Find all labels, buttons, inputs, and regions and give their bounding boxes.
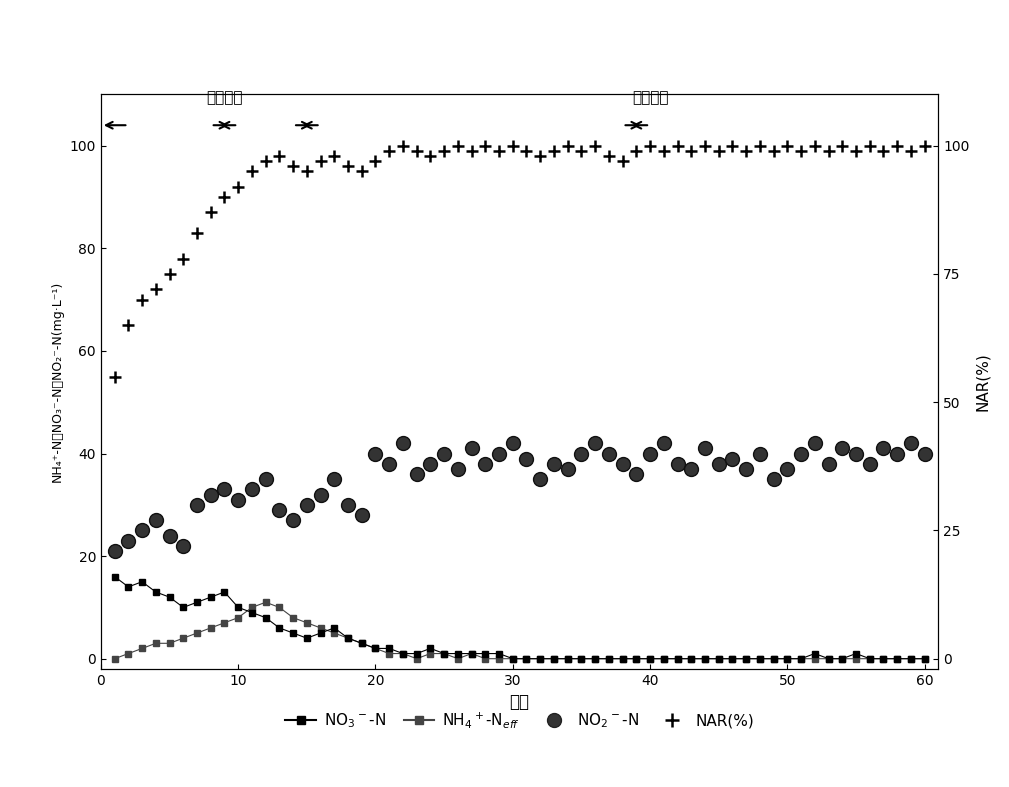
Y-axis label: NAR(%): NAR(%) <box>975 353 990 411</box>
Text: 第二阶段: 第二阶段 <box>632 90 668 105</box>
Y-axis label: NH₄⁺-N、NO₃⁻-N、NO₂⁻-N(mg·L⁻¹): NH₄⁺-N、NO₃⁻-N、NO₂⁻-N(mg·L⁻¹) <box>51 281 65 482</box>
Legend: NO$_3$$^-$-N, NH$_4$$^+$-N$_{eff}$, NO$_2$$^-$-N, NAR(%): NO$_3$$^-$-N, NH$_4$$^+$-N$_{eff}$, NO$_… <box>279 704 760 736</box>
Text: 第一阶段: 第一阶段 <box>206 90 243 105</box>
X-axis label: 天数: 天数 <box>510 693 530 711</box>
